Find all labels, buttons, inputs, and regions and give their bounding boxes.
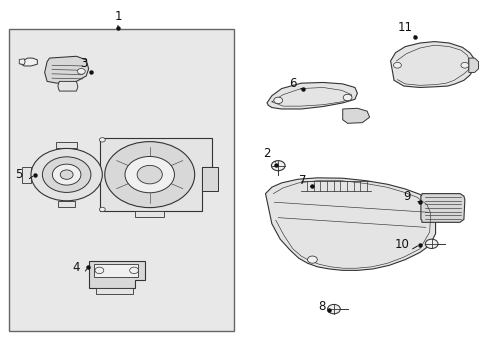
Text: 4: 4 (73, 261, 80, 274)
Polygon shape (135, 211, 164, 217)
Polygon shape (19, 59, 25, 64)
Circle shape (105, 141, 195, 208)
Circle shape (130, 267, 139, 274)
Circle shape (343, 94, 352, 101)
Polygon shape (58, 201, 75, 207)
Circle shape (77, 68, 85, 74)
Circle shape (328, 305, 340, 314)
Polygon shape (391, 41, 474, 87)
Circle shape (52, 164, 81, 185)
Text: 1: 1 (114, 10, 122, 23)
Text: 2: 2 (263, 147, 271, 159)
Circle shape (461, 62, 469, 68)
Polygon shape (20, 58, 37, 66)
Text: 5: 5 (16, 168, 23, 181)
Circle shape (31, 148, 102, 201)
Text: 6: 6 (289, 77, 296, 90)
Text: 11: 11 (398, 21, 413, 34)
Text: 10: 10 (395, 238, 410, 251)
Polygon shape (22, 167, 31, 183)
Polygon shape (58, 81, 78, 91)
Circle shape (271, 161, 285, 171)
Polygon shape (96, 288, 133, 294)
Polygon shape (267, 82, 357, 109)
Polygon shape (343, 108, 369, 123)
Circle shape (125, 157, 174, 193)
Text: 9: 9 (403, 190, 411, 203)
FancyBboxPatch shape (9, 30, 234, 330)
Circle shape (95, 267, 104, 274)
Circle shape (308, 256, 318, 263)
Polygon shape (94, 264, 138, 277)
Circle shape (425, 239, 438, 248)
Text: 8: 8 (318, 300, 326, 313)
Polygon shape (266, 178, 436, 270)
Polygon shape (89, 261, 145, 288)
Circle shape (99, 138, 105, 142)
Circle shape (274, 97, 283, 104)
Circle shape (137, 165, 162, 184)
Circle shape (60, 170, 73, 179)
Polygon shape (202, 167, 218, 191)
Polygon shape (56, 142, 77, 148)
Polygon shape (45, 56, 89, 83)
Polygon shape (469, 58, 479, 72)
Circle shape (99, 207, 105, 212)
Circle shape (393, 62, 401, 68)
Polygon shape (100, 138, 212, 211)
Text: 3: 3 (80, 57, 87, 70)
Polygon shape (421, 194, 465, 222)
Circle shape (43, 157, 91, 193)
Text: 7: 7 (299, 174, 306, 187)
